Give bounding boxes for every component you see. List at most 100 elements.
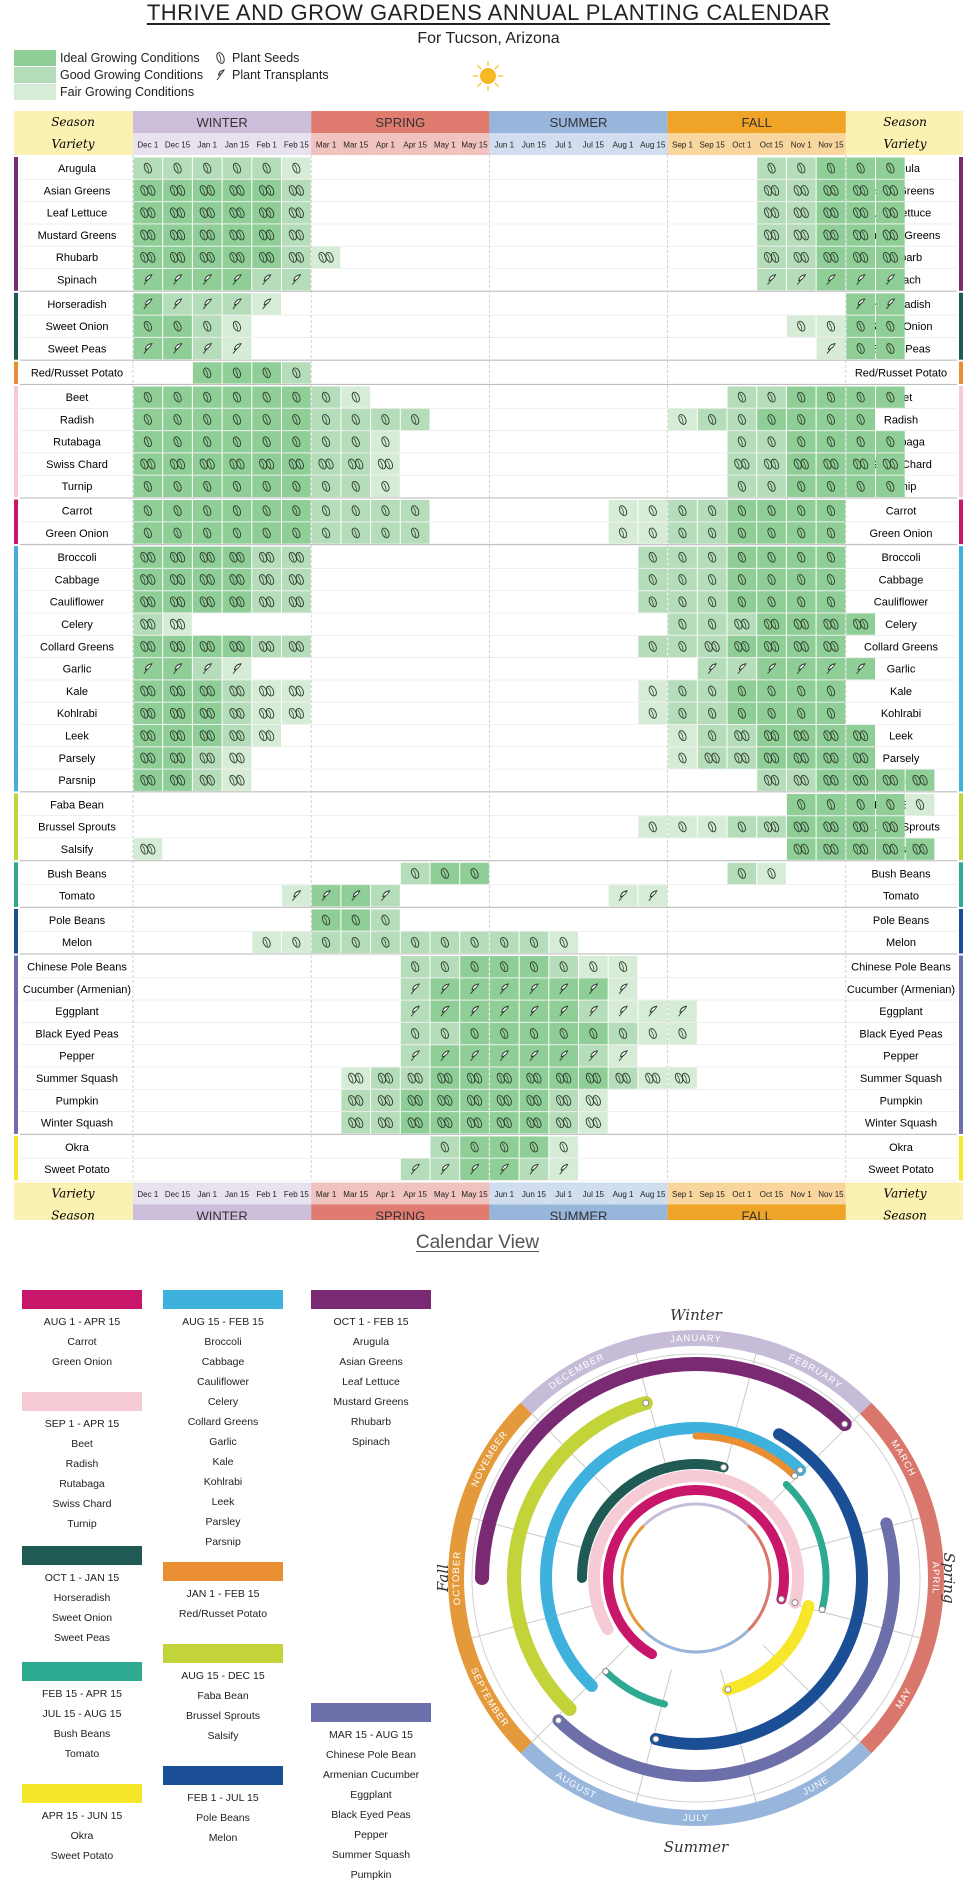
date-label: Jun 15 [522,141,547,150]
legend-crop: Beet [71,1438,93,1450]
date-label: Jun 15 [522,1190,547,1199]
planting-grid: Season Season WINTER SPRING SUMMER FALL Variet… [14,111,963,1221]
crop-name: Eggplant [55,1006,98,1018]
date-label: Nov 1 [791,141,812,150]
date-label: Apr 1 [376,1190,396,1199]
plant-legend: Plant Seeds Plant Transplants [215,49,329,83]
crop-row: Leaf LettuceLeaf Lettuce [20,202,957,225]
calendar-wheel: JANUARYFEBRUARYMARCHAPRILMAYJUNEJULYAUGU… [434,1306,958,1856]
season-label: Season [883,115,927,129]
date-label: Feb 1 [256,141,277,150]
date-range: AUG 15 - DEC 15 [181,1670,265,1682]
crop-name: Winter Squash [41,1118,113,1130]
calendar-legend-group: MAR 15 - AUG 15 Chinese Pole Bean Armenian… [311,1703,431,1885]
season-ring-segment [448,1402,532,1754]
season-name: SUMMER [550,115,608,130]
season-header-fall [667,1204,846,1220]
legend-crop: Parsley [205,1516,241,1528]
transplant-icon [216,68,225,80]
crop-name: Kohlrabi [57,708,97,720]
legend-crop: Cauliflower [197,1376,249,1388]
date-label: Apr 15 [403,1190,427,1199]
crop-name: Broccoli [57,552,96,564]
crop-name: Pepper [883,1051,919,1063]
legend-crop: Kale [212,1456,234,1468]
crop-name: Broccoli [881,552,920,564]
legend-crop: Armenian Cucumber [322,1769,420,1781]
crop-name: Horseradish [47,299,106,311]
group-color-bar [14,862,18,907]
crop-name: Green Onion [870,528,933,540]
date-label: Dec 1 [137,1190,158,1199]
month-label: SEPTEMBER [468,1666,511,1729]
calendar-legend-group: OCT 1 - JAN 15 Horseradish Sweet Onion Swee… [22,1546,142,1648]
season-header-winter [133,111,312,133]
legend-crop: Brussel Sprouts [185,1710,261,1722]
crop-name: Parsely [59,753,96,765]
season-label: Season [51,115,95,129]
legend-crop: Turnip [67,1518,97,1530]
date-label: Feb 1 [256,1190,277,1199]
date-label: Sep 1 [672,1190,693,1199]
crop-name: Parsnip [58,775,95,787]
sun-icon [473,61,503,91]
legend-color-bar [163,1562,283,1581]
legend-crop: Sweet Peas [53,1632,111,1644]
crop-name: Cauliflower [874,597,929,609]
legend-crop: Broccoli [204,1336,242,1348]
legend-crop: Parsnip [205,1536,241,1548]
season-name: SUMMER [550,1209,608,1221]
crop-name: Cucumber (Armenian) [847,984,955,996]
season-label: Season [51,1209,95,1221]
arc-end-marker [724,1686,732,1694]
inner-season-ring [747,1524,772,1632]
calendar-view-title: Calendar View [415,1232,540,1253]
date-label: Aug 15 [640,141,666,150]
crop-name: Leek [889,731,913,743]
crop-row: SpinachSpinach [20,269,957,292]
legend-crop: Collard Greens [187,1416,259,1428]
date-label: Oct 15 [760,1190,784,1199]
season-header-winter [133,1204,312,1220]
crop-name: Garlic [887,664,916,676]
legend-crop: Garlic [209,1436,237,1448]
legend-color-bar [22,1290,142,1309]
crop-name: Pole Beans [873,915,930,927]
variety-label: Variety [884,137,927,151]
group-color-bar [959,546,963,792]
crop-name: Parsely [883,753,920,765]
calendar-legend-group: AUG 15 - DEC 15 Faba Bean Brussel Sprouts S… [163,1644,283,1746]
legend-crop: Radish [65,1458,99,1470]
crop-name: Kale [890,686,912,698]
month-spoke [531,1644,630,1743]
crop-name: Chinese Pole Beans [851,962,951,974]
season-name: WINTER [196,115,247,130]
variety-label: Variety [52,1187,95,1201]
ideal-swatch [14,49,56,66]
legend-crop: Melon [208,1832,238,1844]
season-title: Summer [664,1838,729,1856]
crop-row: Chinese Pole Beans Chinese Pole Beans [20,956,957,979]
crop-name: Radish [60,414,94,426]
crop-name: Bush Beans [47,868,107,880]
crop-season-arc [782,1480,830,1613]
date-label: Nov 1 [791,1190,812,1199]
crop-row: Leek Leek [20,725,957,748]
legend-color-bar [163,1766,283,1785]
crop-name: Bush Beans [871,868,931,880]
date-range: JAN 1 - FEB 15 [186,1588,260,1600]
inner-season-ring [620,1524,645,1632]
legend-color-bar [163,1290,283,1309]
date-label: Aug 1 [613,1190,634,1199]
date-range: FEB 1 - JUL 15 [187,1792,259,1804]
crop-row: ArugulaArugula [20,157,957,180]
legend-crop: Arugula [352,1336,390,1348]
legend-color-bar [311,1290,431,1309]
crop-name: Sweet Onion [46,321,109,333]
crop-row: Sweet Potato Sweet Potato [20,1158,957,1181]
fair-swatch [14,83,56,100]
group-color-bar [959,1135,963,1181]
crop-name: Celery [885,619,917,631]
legend-crop: Faba Bean [197,1690,249,1702]
date-range: FEB 15 - APR 15 [42,1688,122,1700]
